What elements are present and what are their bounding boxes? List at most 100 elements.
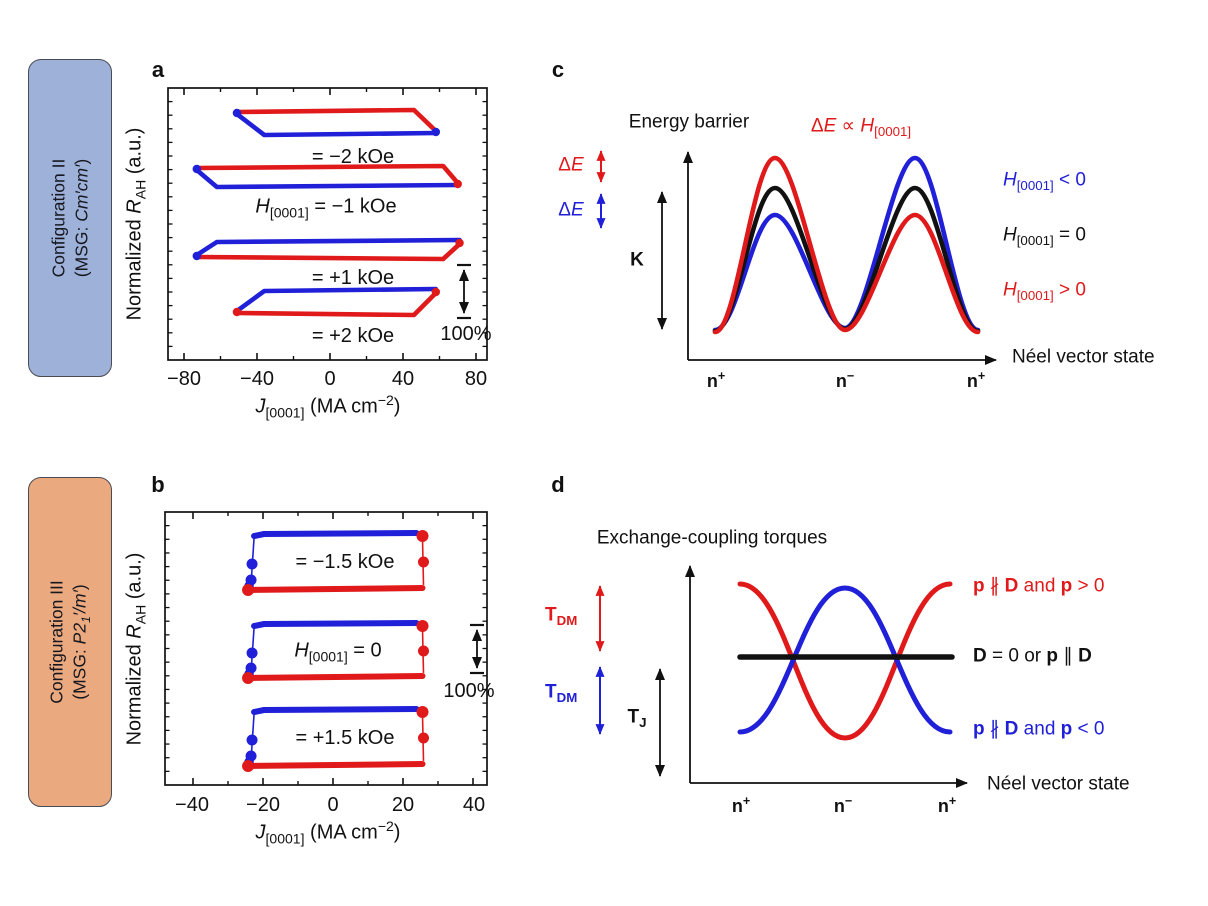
legend-h-negative: H[0001] < 0: [1003, 169, 1086, 194]
loop-blue-branch: [251, 530, 420, 539]
legend-p-positive: p ∦ D and p > 0: [973, 575, 1105, 597]
loop-blue-branch: [234, 286, 439, 314]
panel-a-xtick: 0: [324, 368, 336, 390]
loop-blue-dot: [246, 558, 258, 570]
tj-label: TJ: [627, 706, 647, 731]
legend-d-zero: D = 0 or p ∥ D: [973, 645, 1092, 667]
loop-b1: [242, 530, 429, 596]
loop-red-branch: [234, 290, 439, 318]
loop-end-dot: [455, 238, 464, 248]
loop-b3: [242, 706, 429, 772]
loop-red-dot: [242, 584, 255, 596]
config-box-ii-label: Configuration II (MSG: Cm′cm′): [48, 158, 91, 278]
loop-blue-branch: [251, 706, 420, 715]
panel-b-xtick: −20: [246, 794, 280, 816]
panel-d-axis-title: Exchange-coupling torques: [596, 527, 828, 549]
legend-h-positive: H[0001] > 0: [1003, 279, 1086, 304]
loop-blue-branch: [234, 111, 439, 138]
loop-red-branch: [194, 163, 461, 186]
loop-red-dot: [418, 732, 429, 744]
loop-red-dot: [418, 645, 429, 657]
loop-red-dot: [242, 672, 255, 684]
energy-curve-red: [712, 155, 981, 335]
loop-blue-branch: [251, 620, 420, 629]
panel-b-loop1-label: = −1.5 kOe: [295, 551, 395, 573]
loop-red-dot: [418, 556, 429, 568]
k-label: K: [630, 249, 644, 271]
plot-axes: [164, 511, 488, 786]
delta-e-blue-label: ΔE: [558, 199, 584, 221]
panel-a-loop4-label: = +2 kOe: [311, 325, 395, 347]
panel-b-loop2-label: H[0001] = 0: [294, 639, 382, 665]
panel-b-scale-label: 100%: [443, 680, 495, 702]
panel-a-ylabel: Normalized RAH (a.u.): [123, 127, 149, 321]
loop-end-dot: [232, 307, 242, 317]
panel-a-loop2-label: H[0001] = −1 kOe: [255, 195, 397, 221]
loop-blue-dot: [246, 647, 258, 659]
panel-c-xaxis-label: Néel vector state: [1012, 346, 1155, 368]
panel-b-xtick: 0: [327, 794, 339, 816]
torque-curve-red: [737, 581, 953, 741]
panel-d-state-n-minus: n−: [833, 794, 853, 817]
panel-c-state-n-plus-left: n+: [706, 369, 726, 392]
panel-c-diagram: [596, 150, 997, 365]
panel-d-label: d: [551, 471, 565, 497]
panel-b-xtick: 40: [462, 794, 486, 816]
panel-b-ylabel: Normalized RAH (a.u.): [123, 552, 149, 746]
delta-e-red-label: ΔE: [558, 154, 584, 176]
loop-red-branch: [194, 241, 462, 262]
panel-a-scale-label: 100%: [440, 323, 492, 345]
panel-c-state-n-plus-right: n+: [966, 369, 986, 392]
loop-a1: [232, 107, 441, 138]
panel-a-xtick: −40: [240, 368, 274, 390]
panel-c-axes: [683, 151, 997, 365]
panel-d-state-n-plus-right: n+: [937, 794, 957, 817]
loop-red-dot: [416, 530, 429, 542]
panel-c-label: c: [551, 56, 565, 82]
panel-a-plot: [167, 87, 488, 361]
panel-a-xlabel: J[0001] (MA cm−2): [255, 391, 401, 421]
loop-red-dot: [242, 760, 255, 772]
config-box-ii: Configuration II (MSG: Cm′cm′): [28, 59, 112, 377]
loop-end-dot: [192, 251, 201, 261]
loop-b2: [242, 620, 429, 684]
loop-blue-branch: [194, 167, 461, 190]
panel-a-label: a: [151, 56, 165, 82]
loop-blue-dot: [245, 574, 257, 586]
panel-d-axes: [685, 565, 968, 788]
panel-b-loop3-label: = +1.5 kOe: [295, 727, 395, 749]
panel-b-plot: [164, 511, 488, 786]
panel-b-xtick: −40: [175, 794, 209, 816]
loop-a3: [192, 237, 464, 262]
panel-d-xaxis-label: Néel vector state: [987, 773, 1130, 795]
loop-red-branch: [245, 761, 426, 769]
loop-red-branch: [234, 107, 439, 134]
loop-end-dot: [232, 108, 242, 118]
torque-curve-blue: [737, 585, 953, 735]
legend-p-negative: p ∦ D and p < 0: [973, 718, 1105, 740]
loop-end-dot: [192, 164, 201, 174]
loop-red-dot: [416, 620, 429, 632]
loop-a4: [232, 286, 441, 318]
loop-red-branch: [245, 585, 426, 593]
loop-red-branch: [245, 673, 426, 681]
legend-h-zero: H[0001] = 0: [1003, 224, 1086, 249]
loop-blue-branch: [194, 237, 462, 258]
panel-b-scale-bar: [470, 623, 484, 675]
panel-b-label: b: [151, 471, 165, 497]
loop-blue-dot: [245, 750, 257, 762]
panel-c-axis-title: Energy barrier: [628, 111, 750, 133]
loop-a2: [192, 163, 462, 190]
panel-a-xtick: 80: [464, 368, 488, 390]
panel-a-loop1-label: = −2 kOe: [311, 146, 395, 168]
panel-d-state-n-plus-left: n+: [731, 794, 751, 817]
config-box-iii-label: Configuration III (MSG: P21′/m′): [46, 580, 93, 704]
loop-end-dot: [431, 287, 441, 297]
config-box-iii: Configuration III (MSG: P21′/m′): [28, 477, 112, 807]
panel-d-diagram: [595, 565, 968, 788]
loop-blue-dot: [246, 734, 258, 746]
panel-a-loop3-label: = +1 kOe: [311, 267, 395, 289]
panel-a-xtick: −80: [167, 368, 201, 390]
axis-frame: [167, 87, 488, 361]
